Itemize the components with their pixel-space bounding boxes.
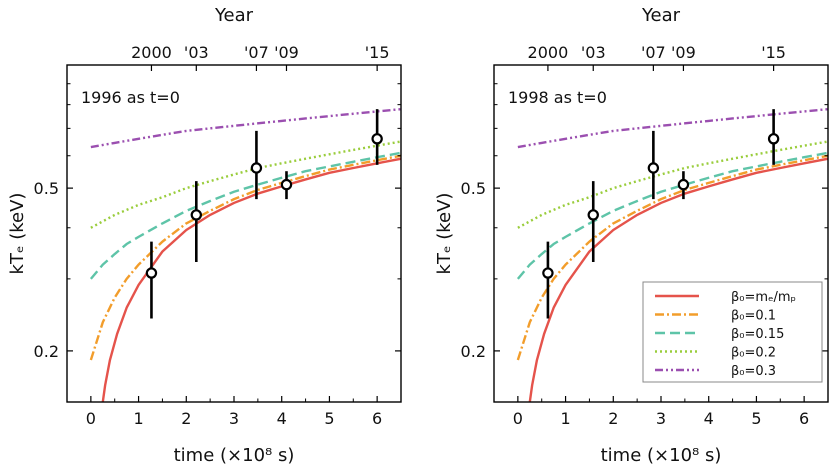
data-point-3 xyxy=(280,178,293,191)
x-tick-label-6: 6 xyxy=(799,409,809,428)
panel-annotation: 1998 as t=0 xyxy=(508,88,607,107)
top-year-label-1: '03 xyxy=(581,43,606,62)
data-point-4 xyxy=(767,133,780,145)
legend-label-4: β₀=0.3 xyxy=(731,364,776,379)
data-point-1 xyxy=(587,209,599,221)
x-tick-label-0: 0 xyxy=(513,409,523,428)
series-line-0 xyxy=(101,157,401,402)
legend-label-3: β₀=0.2 xyxy=(731,346,776,361)
left-panel: 0 1 2 3 4 5 6 0.2 0.5 2000 '03 '07 '09 '15 Year time (×… xyxy=(7,5,402,466)
series-line-4 xyxy=(517,107,828,149)
series-line-0 xyxy=(528,157,828,402)
x-tick-label-2: 2 xyxy=(608,409,618,428)
top-year-label-1: '03 xyxy=(184,43,209,62)
x-tick-label-2: 2 xyxy=(181,409,191,428)
data-point-2 xyxy=(250,162,263,174)
series-line-1 xyxy=(516,154,828,361)
x-tick-label-3: 3 xyxy=(229,409,239,428)
legend: β₀=mₑ/mₚ β₀=0.1 β₀=0.15 β₀=0.2 β₀=0.3 xyxy=(642,281,823,383)
x-tick-label-5: 5 xyxy=(751,409,761,428)
data-point-3 xyxy=(677,178,690,191)
series-line-2 xyxy=(516,151,828,280)
top-year-label-2: '07 xyxy=(641,43,666,62)
right-panel: 0 1 2 3 4 5 6 0.2 0.5 2000 '03 '07 '09 '15 Year time (×… xyxy=(434,5,829,466)
series-line-4 xyxy=(90,107,401,149)
data-point-0 xyxy=(145,267,158,279)
top-year-label-4: '15 xyxy=(761,43,786,62)
series-group xyxy=(89,107,401,402)
y-tick-label-1: 0.5 xyxy=(461,179,486,198)
top-year-label-4: '15 xyxy=(365,43,390,62)
legend-label-2: β₀=0.15 xyxy=(731,327,784,342)
top-year-label-2: '07 xyxy=(244,43,269,62)
y-tick-label-0: 0.2 xyxy=(461,342,486,361)
y-axis-title: kTₑ (keV) xyxy=(7,193,28,275)
data-point-0 xyxy=(542,267,554,279)
top-year-label-3: '09 xyxy=(671,43,696,62)
x-axis-title: time (×10⁸ s) xyxy=(601,445,722,466)
top-axis-title: Year xyxy=(214,5,254,26)
legend-label-0: β₀=mₑ/mₚ xyxy=(731,290,796,305)
y-tick-label-0: 0.2 xyxy=(34,342,59,361)
data-point-4 xyxy=(371,133,383,145)
top-year-label-0: 2000 xyxy=(528,43,569,62)
plot-frame xyxy=(66,64,402,403)
x-tick-label-4: 4 xyxy=(704,409,714,428)
x-tick-label-1: 1 xyxy=(560,409,570,428)
panel-annotation: 1996 as t=0 xyxy=(81,88,180,107)
x-tick-label-4: 4 xyxy=(277,409,287,428)
y-axis-title: kTₑ (keV) xyxy=(434,193,455,275)
x-tick-label-6: 6 xyxy=(372,409,382,428)
series-line-3 xyxy=(517,140,828,229)
x-axis-title: time (×10⁸ s) xyxy=(174,445,295,466)
top-axis-title: Year xyxy=(641,5,681,26)
x-tick-label-3: 3 xyxy=(656,409,666,428)
series-group xyxy=(516,107,828,402)
x-tick-label-1: 1 xyxy=(133,409,143,428)
series-line-1 xyxy=(89,154,401,361)
x-tick-label-0: 0 xyxy=(86,409,96,428)
series-line-3 xyxy=(90,140,401,229)
x-tick-label-5: 5 xyxy=(324,409,334,428)
data-point-2 xyxy=(647,162,660,174)
legend-label-1: β₀=0.1 xyxy=(731,309,776,324)
series-line-2 xyxy=(89,151,401,280)
top-year-label-0: 2000 xyxy=(131,43,172,62)
top-year-label-3: '09 xyxy=(274,43,299,62)
data-point-1 xyxy=(190,209,203,221)
y-tick-label-1: 0.5 xyxy=(34,179,59,198)
